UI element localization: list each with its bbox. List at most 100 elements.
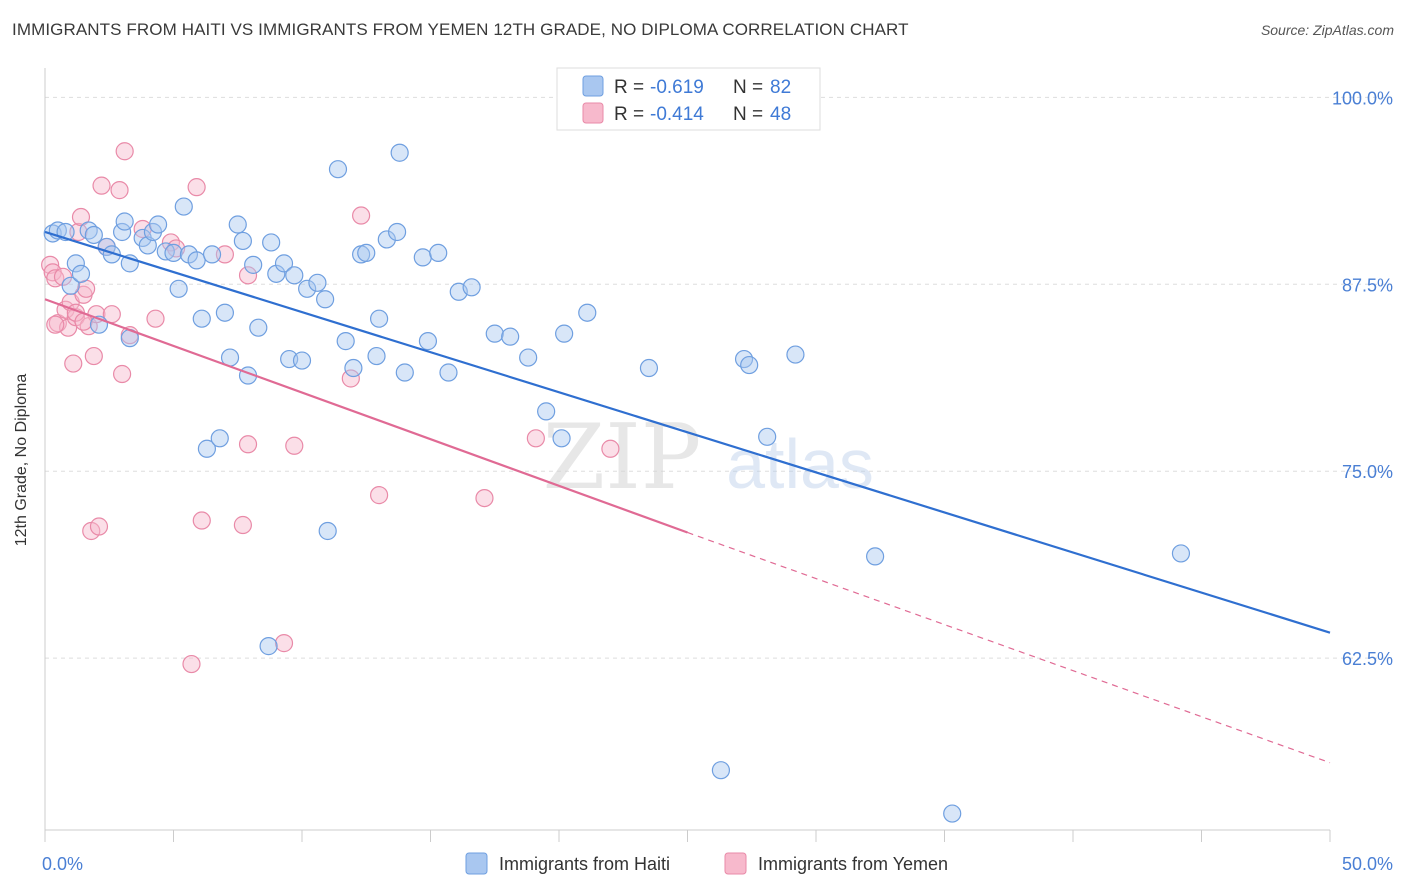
yemen-point-19 [92, 176, 111, 195]
watermark-zip: ZIP [543, 405, 702, 510]
yemen-trend-line [44, 298, 688, 534]
haiti-point-20 [164, 243, 183, 263]
yemen-trend-extension [687, 531, 1331, 764]
haiti-point-68 [552, 429, 571, 448]
haiti-point-78 [943, 804, 962, 823]
haiti-point-31 [228, 215, 247, 234]
yemen-point-16 [84, 346, 103, 366]
bottom-legend-yemen-swatch [724, 852, 747, 875]
haiti-point-64 [485, 324, 504, 343]
haiti-point-32 [233, 231, 252, 251]
haiti-point-76 [786, 345, 805, 364]
yemen-point-43 [526, 429, 545, 448]
haiti-point-77 [866, 547, 885, 566]
haiti-point-39 [274, 254, 294, 273]
haiti-point-43 [298, 279, 317, 298]
legend-haiti-r-value: -0.619 [650, 77, 704, 98]
legend-yemen-n-label: N = [733, 104, 763, 125]
haiti-point-41 [285, 266, 304, 285]
series-yemen-points [41, 142, 620, 674]
haiti-point-7 [84, 225, 103, 245]
haiti-point-51 [357, 243, 376, 263]
yemen-point-34 [233, 515, 252, 535]
haiti-point-66 [519, 348, 538, 367]
x-tick-label-0: 0.0% [42, 854, 83, 874]
haiti-point-27 [202, 245, 222, 264]
y-tick-label-1: 75.0% [1342, 462, 1393, 482]
haiti-point-79 [1171, 544, 1191, 563]
top-legend: R = -0.619 N = 82 R = -0.414 N = 48 [556, 67, 821, 131]
yemen-point-44 [601, 439, 620, 458]
haiti-point-48 [336, 332, 355, 351]
yemen-point-28 [161, 233, 181, 252]
yemen-point-11 [71, 207, 91, 227]
y-tick-label-2: 87.5% [1342, 275, 1393, 295]
y-tick-labels: 62.5% 75.0% 87.5% 100.0% [1332, 88, 1393, 669]
yemen-point-22 [110, 181, 129, 200]
haiti-point-16 [138, 236, 157, 255]
haiti-point-37 [262, 233, 281, 252]
haiti-point-52 [367, 346, 386, 366]
chart-title: IMMIGRANTS FROM HAITI VS IMMIGRANTS FROM… [12, 20, 909, 39]
haiti-point-53 [370, 309, 389, 328]
yemen-point-23 [112, 364, 132, 384]
watermark: ZIP atlas [543, 405, 874, 510]
yemen-point-18 [89, 517, 109, 536]
haiti-point-69 [555, 324, 574, 343]
haiti-point-4 [66, 254, 85, 273]
haiti-point-49 [344, 358, 363, 378]
haiti-point-3 [61, 276, 80, 295]
haiti-point-55 [387, 222, 407, 242]
y-tick-label-3: 100.0% [1332, 88, 1393, 108]
haiti-point-46 [318, 521, 337, 541]
haiti-point-47 [328, 160, 348, 179]
haiti-point-22 [174, 197, 193, 216]
haiti-point-25 [192, 309, 211, 328]
haiti-point-54 [377, 230, 396, 249]
yemen-point-37 [274, 634, 294, 653]
haiti-point-21 [169, 279, 188, 298]
haiti-point-18 [148, 215, 168, 234]
haiti-point-59 [418, 332, 438, 351]
trend-lines [44, 230, 1331, 764]
haiti-point-61 [439, 363, 458, 382]
yemen-point-36 [238, 266, 258, 285]
bottom-legend-yemen-label: Immigrants from Yemen [758, 854, 948, 874]
haiti-point-70 [578, 303, 597, 322]
yemen-point-42 [475, 488, 494, 508]
haiti-point-72 [711, 761, 731, 780]
haiti-point-28 [210, 429, 229, 448]
yemen-point-33 [215, 245, 234, 264]
yemen-point-27 [146, 309, 165, 328]
haiti-point-29 [215, 303, 234, 322]
haiti-point-63 [462, 278, 481, 297]
yemen-point-2 [46, 269, 65, 288]
yemen-point-30 [182, 654, 201, 674]
haiti-point-34 [244, 255, 263, 274]
haiti-point-36 [259, 637, 278, 656]
bottom-legend: Immigrants from Haiti Immigrants from Ye… [465, 852, 948, 875]
legend-yemen-r-value: -0.414 [650, 104, 704, 125]
bottom-legend-haiti-label: Immigrants from Haiti [499, 854, 670, 874]
haiti-trend-line [44, 230, 1331, 634]
haiti-point-71 [639, 358, 659, 378]
yemen-point-24 [115, 142, 134, 161]
series-haiti-points [43, 143, 1191, 823]
yemen-point-0 [41, 255, 60, 274]
yemen-point-31 [187, 178, 206, 197]
haiti-point-24 [187, 251, 206, 270]
yemen-point-35 [238, 435, 258, 454]
haiti-point-56 [390, 143, 409, 162]
legend-haiti-swatch [582, 75, 604, 97]
yemen-point-38 [285, 436, 304, 455]
source-label: Source: ZipAtlas.com [1260, 22, 1394, 38]
haiti-point-57 [395, 363, 414, 382]
haiti-point-74 [740, 355, 759, 375]
legend-yemen-n-value: 48 [770, 104, 791, 125]
haiti-point-45 [316, 290, 335, 309]
y-tick-label-0: 62.5% [1342, 649, 1393, 669]
haiti-point-35 [249, 318, 268, 337]
haiti-point-65 [501, 327, 520, 346]
bottom-legend-haiti-swatch [465, 852, 488, 875]
yemen-point-41 [370, 486, 389, 505]
